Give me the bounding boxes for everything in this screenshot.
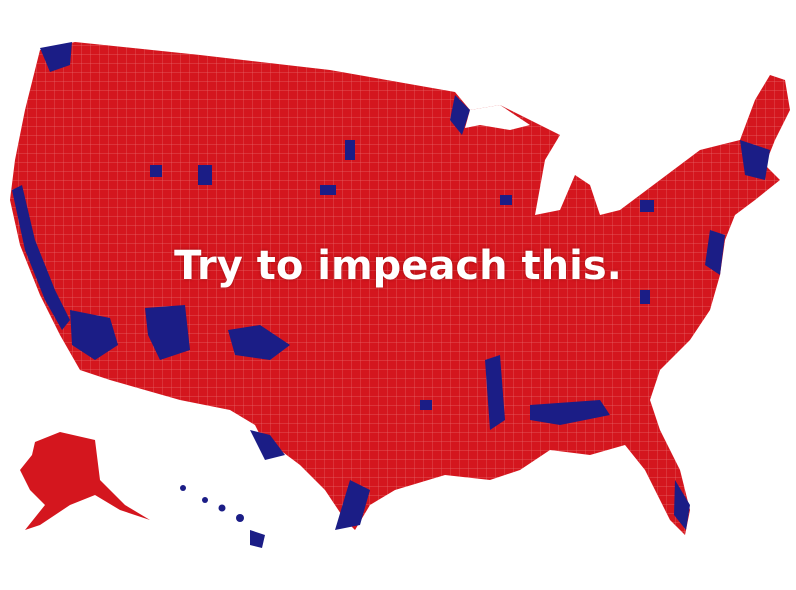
great-lakes — [465, 105, 530, 130]
meme-caption: Try to impeach this. — [174, 243, 622, 289]
contiguous-us — [10, 42, 790, 535]
hawaii — [180, 485, 265, 548]
alaska — [20, 432, 150, 530]
blue-counties — [12, 42, 770, 530]
